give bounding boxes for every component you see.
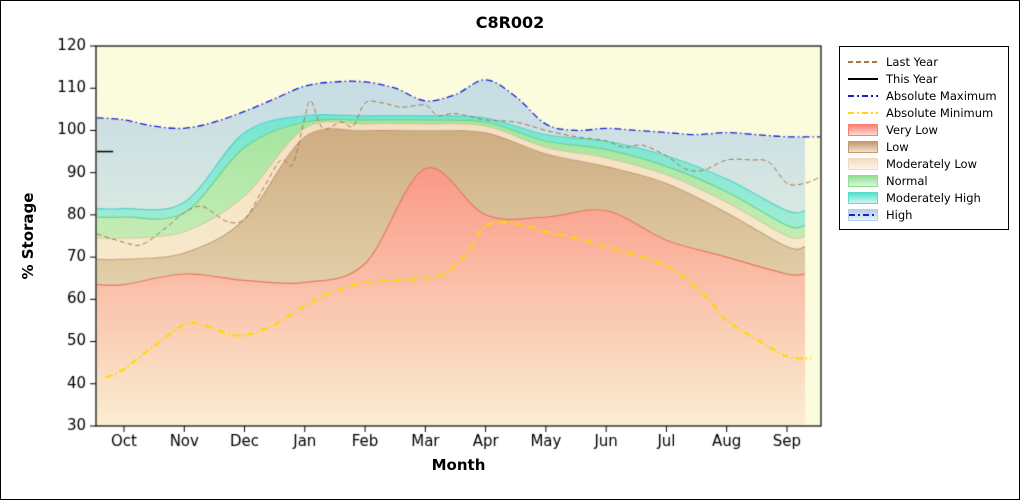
legend-item-low: Low xyxy=(848,138,1000,155)
low-swatch xyxy=(848,140,878,153)
last-year-swatch xyxy=(848,56,878,68)
x-axis-title: Month xyxy=(431,456,486,474)
legend-item-last-year: Last Year xyxy=(848,53,1000,70)
very-low-swatch xyxy=(848,123,878,136)
chart-title: C8R002 xyxy=(475,13,545,32)
normal-swatch xyxy=(848,174,878,187)
legend-item-moderately-low: Moderately Low xyxy=(848,155,1000,172)
legend-label: Very Low xyxy=(886,122,938,137)
legend-item-very-low: Very Low xyxy=(848,121,1000,138)
moderately-low-swatch xyxy=(848,157,878,170)
legend-label: Moderately Low xyxy=(886,156,977,171)
legend-item-moderately-high: Moderately High xyxy=(848,189,1000,206)
legend-label: Low xyxy=(886,139,909,154)
this-year-swatch xyxy=(848,73,878,85)
legend-label: This Year xyxy=(886,71,938,86)
legend-label: Last Year xyxy=(886,54,938,69)
legend-item-absolute-minimum: Absolute Minimum xyxy=(848,104,1000,121)
legend-item-this-year: This Year xyxy=(848,70,1000,87)
legend-item-normal: Normal xyxy=(848,172,1000,189)
y-axis-title: % Storage xyxy=(19,192,37,280)
legend-box: Last Year This Year Absolute Maximum Absolu… xyxy=(839,46,1009,230)
absolute-minimum-swatch xyxy=(848,107,878,119)
absolute-maximum-swatch xyxy=(848,90,878,102)
legend-label: Absolute Maximum xyxy=(886,88,997,103)
legend-item-high: High xyxy=(848,206,1000,223)
moderately-high-swatch xyxy=(848,191,878,204)
legend-label: Moderately High xyxy=(886,190,981,205)
high-swatch xyxy=(848,208,878,221)
legend-item-absolute-maximum: Absolute Maximum xyxy=(848,87,1000,104)
legend-label: High xyxy=(886,207,913,222)
legend-label: Normal xyxy=(886,173,928,188)
legend-label: Absolute Minimum xyxy=(886,105,994,120)
